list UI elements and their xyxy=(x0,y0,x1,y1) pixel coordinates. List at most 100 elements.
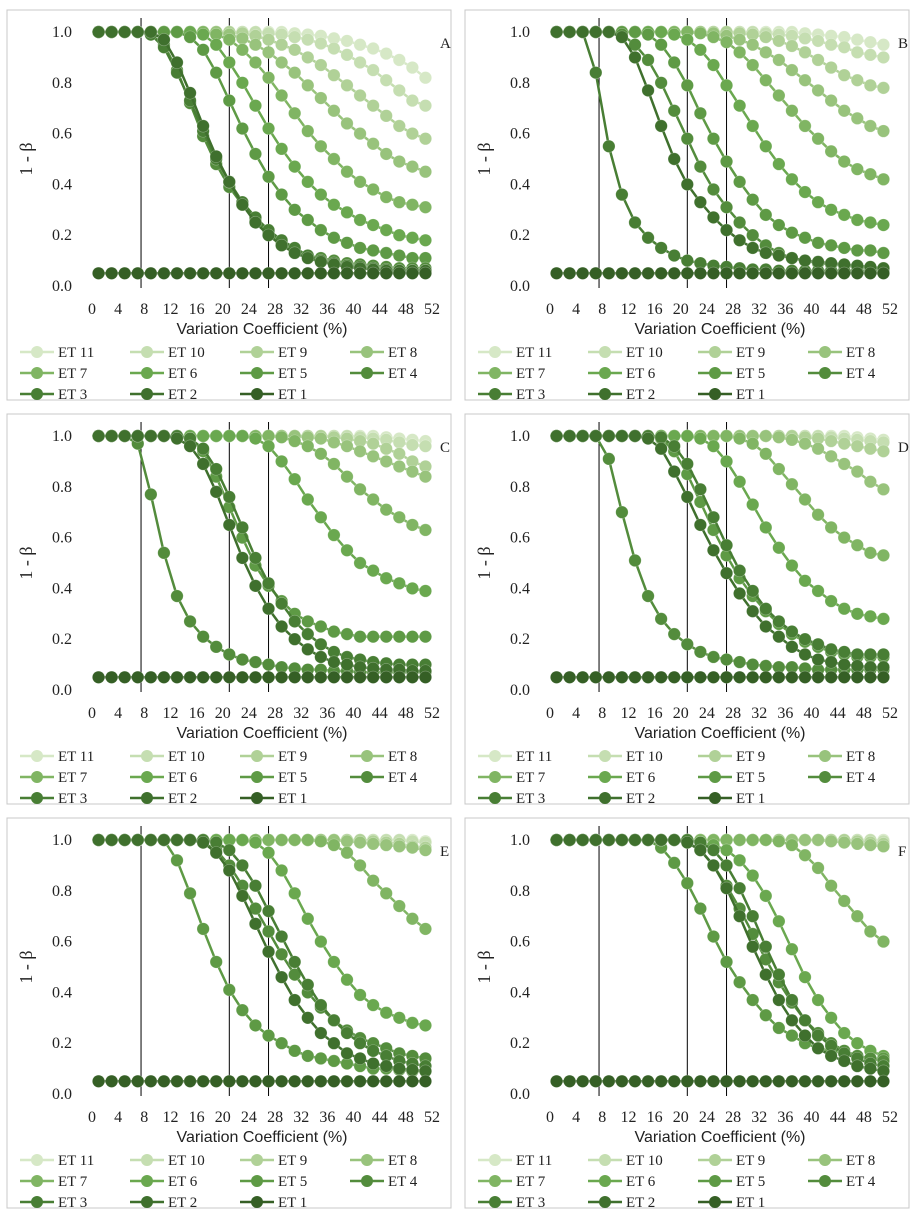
x-tick-label: 32 xyxy=(751,1109,767,1126)
data-point xyxy=(811,861,825,875)
legend-label: ET 10 xyxy=(626,749,663,765)
data-point xyxy=(418,470,432,484)
data-point xyxy=(680,78,694,92)
data-point xyxy=(301,493,315,507)
data-point xyxy=(863,35,877,49)
data-point xyxy=(876,647,890,661)
legend-label: ET 1 xyxy=(736,1195,765,1209)
data-point xyxy=(680,670,694,684)
data-point xyxy=(131,1074,145,1088)
data-point xyxy=(785,670,799,684)
data-point xyxy=(340,165,354,179)
data-point xyxy=(222,983,236,997)
data-point xyxy=(392,1062,406,1076)
data-point xyxy=(327,670,341,684)
data-point xyxy=(733,975,747,989)
data-point xyxy=(720,843,734,857)
x-tick-label: 48 xyxy=(398,301,414,318)
data-point xyxy=(366,874,380,888)
legend-label: ET 2 xyxy=(168,1195,197,1209)
data-point xyxy=(733,655,747,669)
data-point xyxy=(850,538,864,552)
data-point xyxy=(170,266,184,280)
legend-label: ET 3 xyxy=(58,387,87,403)
legend-marker xyxy=(31,1196,43,1208)
data-point xyxy=(641,231,655,245)
data-point xyxy=(667,627,681,641)
data-point xyxy=(733,266,747,280)
legend-item: ET 5 xyxy=(240,770,307,786)
data-point xyxy=(733,586,747,600)
legend-item: ET 7 xyxy=(478,770,546,786)
legend-marker xyxy=(251,771,263,783)
data-point xyxy=(602,833,616,847)
data-point xyxy=(196,1074,210,1088)
legend-marker xyxy=(31,367,43,379)
data-point xyxy=(262,602,276,616)
legend-label: ET 2 xyxy=(626,1195,655,1209)
data-point xyxy=(222,1074,236,1088)
legend-label: ET 7 xyxy=(516,366,546,382)
data-point xyxy=(811,637,825,651)
data-point xyxy=(850,465,864,479)
data-point xyxy=(628,553,642,567)
data-point xyxy=(850,243,864,257)
x-tick-label: 36 xyxy=(319,1109,335,1126)
data-point xyxy=(589,25,603,39)
data-point xyxy=(563,1074,577,1088)
data-point xyxy=(170,589,184,603)
data-point xyxy=(863,442,877,456)
data-point xyxy=(850,670,864,684)
y-axis-label: 1 - β xyxy=(16,142,36,175)
x-tick-label: 44 xyxy=(372,301,388,318)
data-point xyxy=(405,518,419,532)
data-point xyxy=(798,574,812,588)
y-tick-label: 0.0 xyxy=(52,1086,72,1103)
legend-label: ET 1 xyxy=(736,387,765,403)
legend-marker xyxy=(599,750,611,762)
data-point xyxy=(340,846,354,860)
x-tick-label: 28 xyxy=(267,1109,283,1126)
x-tick-label: 0 xyxy=(546,705,554,722)
data-point xyxy=(680,254,694,268)
data-point xyxy=(314,223,328,237)
legend-marker xyxy=(599,388,611,400)
data-point xyxy=(654,119,668,133)
legend-item: ET 8 xyxy=(350,749,417,765)
x-tick-label: 8 xyxy=(598,705,606,722)
data-point xyxy=(170,432,184,446)
panel-label: B xyxy=(898,36,908,52)
data-point xyxy=(327,528,341,542)
data-point xyxy=(248,551,262,565)
data-point xyxy=(340,205,354,219)
data-point xyxy=(772,541,786,555)
legend-label: ET 5 xyxy=(278,366,307,382)
data-point xyxy=(811,266,825,280)
data-point xyxy=(222,863,236,877)
data-point xyxy=(706,543,720,557)
data-point xyxy=(824,449,838,463)
data-point xyxy=(850,1036,864,1050)
data-point xyxy=(785,39,799,53)
data-point xyxy=(680,266,694,280)
legend-label: ET 2 xyxy=(168,387,197,403)
data-point xyxy=(654,38,668,52)
data-point xyxy=(275,1074,289,1088)
data-point xyxy=(615,1074,629,1088)
data-point xyxy=(405,160,419,174)
data-point xyxy=(405,581,419,595)
legend-item: ET 7 xyxy=(20,1174,88,1190)
chart-panel-D: 0.00.20.40.60.81.00 4 8 12 16 20 24 28 32 36 40 44 4… xyxy=(464,413,910,807)
legend-label: ET 4 xyxy=(846,770,876,786)
legend-item: ET 9 xyxy=(698,1153,765,1169)
data-point xyxy=(667,1074,681,1088)
data-point xyxy=(720,35,734,49)
legend-label: ET 11 xyxy=(58,749,94,765)
y-tick-label: 0.2 xyxy=(52,1035,72,1052)
legend-marker xyxy=(489,1196,501,1208)
data-point xyxy=(785,1013,799,1027)
legend-item: ET 4 xyxy=(808,770,876,786)
data-point xyxy=(863,670,877,684)
legend-marker xyxy=(251,1175,263,1187)
data-point xyxy=(405,1074,419,1088)
